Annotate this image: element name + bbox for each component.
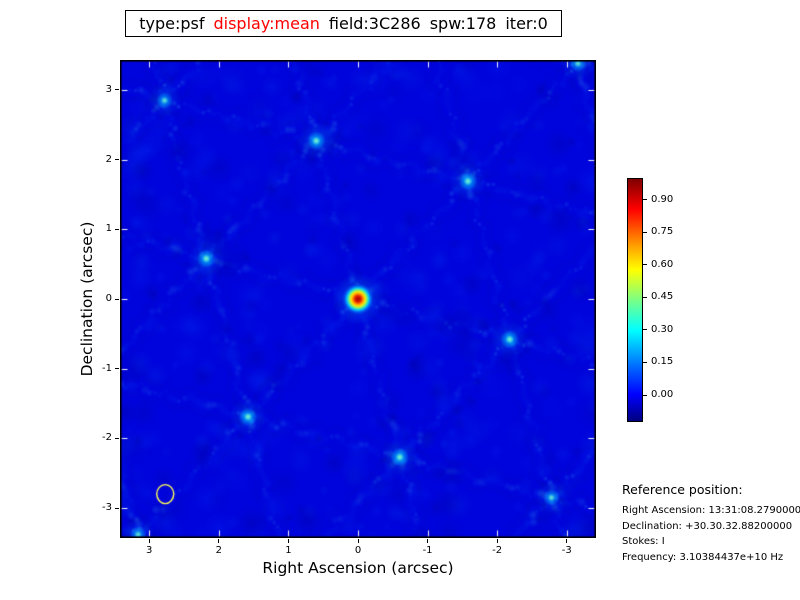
reference-line: Right Ascension: 13:31:08.27900000 — [622, 505, 800, 516]
y-tick-label: -1 — [102, 362, 112, 374]
plot-area — [120, 60, 596, 538]
axis-tick — [115, 159, 119, 161]
reference-line: Declination: +30.30.32.88200000 — [622, 520, 793, 532]
axis-tick — [496, 539, 498, 543]
title-segment: spw:178 — [429, 14, 497, 33]
colorbar-tick — [643, 329, 647, 331]
colorbar-tick — [643, 199, 647, 201]
y-tick-label: 1 — [105, 223, 112, 235]
x-tick-label: 1 — [285, 545, 292, 556]
colorbar-tick — [643, 361, 647, 363]
x-tick-label: 2 — [215, 545, 222, 556]
title-box: type:psf display:mean field:3C286 spw:178 it… — [125, 10, 562, 37]
colorbar-tick — [643, 264, 647, 266]
colorbar — [627, 178, 643, 422]
colorbar-tick-label: 0.45 — [651, 291, 674, 303]
y-tick-label: 3 — [105, 83, 112, 95]
x-tick-label: 3 — [146, 545, 153, 556]
psf-image — [120, 60, 596, 538]
axis-tick — [427, 539, 429, 543]
title-segment: field:3C286 — [328, 14, 421, 33]
colorbar-tick — [643, 394, 647, 396]
colorbar-tick — [643, 231, 647, 233]
colorbar-tick-label: 0.60 — [651, 258, 674, 270]
colorbar-tick-label: 0.90 — [651, 193, 674, 205]
axis-tick — [218, 539, 220, 543]
y-tick-label: -2 — [102, 432, 112, 444]
axis-tick — [566, 539, 568, 543]
axis-tick — [115, 298, 119, 300]
axis-tick — [115, 228, 119, 230]
reference-header: Reference position: — [622, 482, 743, 497]
x-tick-label: -1 — [422, 545, 433, 556]
reference-line: Frequency: 3.10384437e+10 Hz — [622, 551, 784, 563]
colorbar-tick-label: 0.00 — [651, 389, 674, 401]
y-tick-label: 2 — [105, 153, 112, 165]
title-segment: display:mean — [213, 14, 320, 33]
x-tick-label: 0 — [354, 545, 362, 556]
title-segment: iter:0 — [505, 14, 548, 33]
axis-tick — [287, 539, 289, 543]
title-segment: type:psf — [139, 14, 205, 33]
x-tick-label: -3 — [561, 545, 572, 556]
colorbar-tick-label: 0.75 — [651, 226, 674, 238]
colorbar-tick-label: 0.30 — [651, 323, 674, 335]
axis-tick — [148, 539, 150, 543]
y-tick-label: -3 — [102, 502, 112, 514]
colorbar-tick — [643, 296, 647, 298]
axis-tick — [115, 507, 119, 509]
reference-line: Stokes: I — [622, 536, 665, 547]
x-tick-label: -2 — [492, 545, 503, 556]
reference-position-block: Reference position: Right Ascension: 13:… — [622, 482, 800, 567]
axis-tick — [357, 539, 359, 543]
axis-tick — [115, 368, 119, 370]
colorbar-tick-label: 0.15 — [651, 356, 674, 368]
y-tick-label: 0 — [105, 293, 112, 304]
axis-tick — [115, 89, 119, 91]
axis-tick — [115, 437, 119, 439]
x-axis-label: Right Ascension (arcsec) — [262, 559, 454, 577]
